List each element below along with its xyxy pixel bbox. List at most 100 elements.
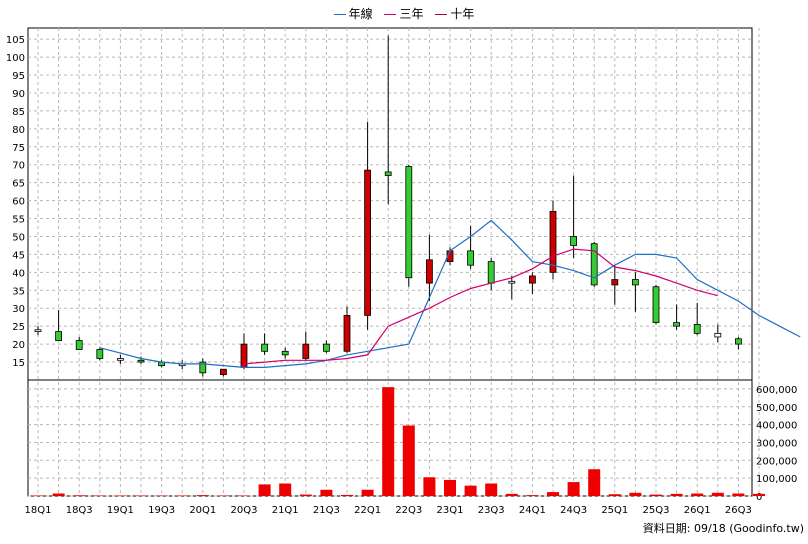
volume-bar [567, 482, 580, 496]
candle-body [590, 243, 598, 286]
volume-bar [629, 492, 642, 496]
candle-body [281, 350, 289, 356]
candle-body [364, 169, 372, 316]
legend: 年線 三年 十年 [0, 5, 808, 22]
volume-bar [341, 494, 353, 496]
price-tick-label: 45 [12, 250, 25, 261]
candle-body [714, 332, 722, 338]
candle-body [549, 210, 557, 273]
price-tick-label: 25 [12, 322, 25, 333]
volume-tick-label: 500,000 [756, 403, 797, 414]
price-tick-label: 65 [12, 179, 25, 190]
volume-bar [52, 493, 65, 496]
volume-bar [299, 494, 312, 496]
x-tick-label: 25Q1 [601, 505, 628, 516]
volume-tick-label: 300,000 [756, 438, 797, 449]
legend-swatch-annual [333, 14, 346, 15]
candle-body [219, 368, 227, 376]
volume-bar [732, 493, 745, 496]
volume-bar [258, 484, 271, 496]
source-note: 資料日期: 09/18 (Goodinfo.tw) [642, 522, 804, 535]
volume-bar [238, 495, 250, 496]
legend-item-three-year: 三年 [384, 5, 424, 22]
volume-bar [423, 477, 436, 496]
candle-body [425, 259, 433, 284]
series-line-three-year [243, 248, 718, 365]
volume-bar [402, 425, 415, 496]
x-tick-label: 19Q1 [107, 505, 134, 516]
x-tick-label: 23Q1 [437, 505, 464, 516]
price-tick-label: 60 [12, 197, 25, 208]
candle-body [96, 349, 104, 359]
volume-bar [711, 492, 724, 496]
volume-bar [279, 483, 292, 496]
volume-bar [93, 495, 106, 496]
candle-body [302, 343, 310, 359]
price-tick-label: 75 [12, 143, 25, 154]
candle-body [487, 261, 495, 284]
legend-label-ten-year: 十年 [450, 7, 475, 21]
volume-bar [361, 489, 374, 496]
price-tick-label: 35 [12, 286, 25, 297]
x-tick-label: 22Q3 [395, 505, 422, 516]
candle-body [117, 358, 124, 361]
candle-body [137, 359, 145, 363]
volume-bar [196, 495, 209, 496]
candle-body [673, 322, 680, 327]
candle-body [75, 340, 83, 350]
volume-bar [608, 494, 621, 496]
x-tick-label: 19Q3 [148, 505, 175, 516]
candle-body [570, 236, 577, 246]
volume-tick-label: 600,000 [756, 385, 797, 396]
price-tick-label: 15 [12, 358, 25, 369]
volume-bar [73, 495, 86, 496]
volume-bar [505, 493, 518, 496]
volume-tick-label: 100,000 [756, 474, 797, 485]
candle-body [693, 323, 701, 334]
volume-bar [320, 489, 333, 496]
volume-tick-label: 0 [756, 492, 762, 503]
price-tick-label: 55 [12, 215, 25, 226]
x-tick-label: 24Q3 [560, 505, 587, 516]
volume-bar [691, 493, 704, 496]
candle-body [611, 279, 619, 286]
candle-body [632, 279, 639, 286]
x-tick-label: 18Q3 [66, 505, 93, 516]
volume-bar [650, 494, 662, 496]
candle-body [261, 343, 269, 352]
volume-bar [464, 485, 477, 496]
legend-swatch-three-year [384, 14, 397, 15]
volume-tick-label: 200,000 [756, 456, 797, 467]
x-tick-label: 20Q3 [231, 505, 258, 516]
price-tick-label: 30 [12, 304, 25, 315]
price-tick-label: 100 [6, 53, 25, 64]
candle-body [735, 338, 742, 345]
volume-bar [32, 495, 44, 496]
volume-bar [382, 387, 395, 496]
volume-bar [526, 495, 539, 496]
volume-bar [485, 483, 498, 496]
legend-label-three-year: 三年 [399, 7, 424, 21]
x-tick-label: 24Q1 [519, 505, 546, 516]
series-line-annual [99, 219, 801, 368]
volume-bar [135, 495, 147, 496]
candle-body [199, 361, 207, 374]
volume-bar [176, 495, 189, 496]
x-tick-label: 23Q3 [478, 505, 505, 516]
candle-body [529, 275, 536, 284]
legend-label-annual: 年線 [348, 7, 373, 21]
volume-tick-label: 400,000 [756, 421, 797, 432]
volume-bar [547, 492, 559, 496]
x-tick-label: 25Q3 [643, 505, 670, 516]
candle-body [343, 315, 351, 352]
x-tick-label: 21Q3 [313, 505, 340, 516]
legend-item-ten-year: 十年 [435, 5, 474, 22]
candle-body [652, 286, 660, 323]
volume-bar [114, 495, 127, 496]
candle-body [508, 280, 516, 284]
price-tick-label: 85 [12, 107, 25, 118]
x-tick-label: 22Q1 [354, 505, 381, 516]
price-tick-label: 95 [12, 71, 25, 82]
